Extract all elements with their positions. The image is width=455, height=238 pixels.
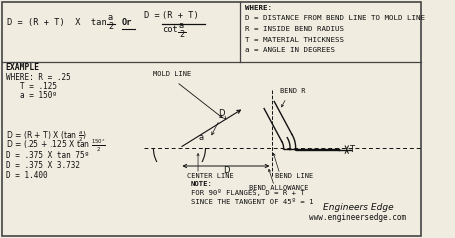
Text: (R + T): (R + T) (162, 11, 198, 20)
Text: BEND R: BEND R (280, 88, 305, 94)
Text: T: T (349, 145, 354, 154)
Text: MOLD LINE: MOLD LINE (153, 71, 192, 77)
Text: cot: cot (162, 25, 177, 34)
Text: BEND ALLOWANCE: BEND ALLOWANCE (249, 185, 308, 191)
Text: EXAMPLE: EXAMPLE (5, 63, 40, 72)
Text: WHERE:: WHERE: (245, 5, 273, 11)
Text: D = (.25 + .125 X tan $\frac{150°}{2}$: D = (.25 + .125 X tan $\frac{150°}{2}$ (5, 138, 106, 154)
Text: WHERE: R = .25: WHERE: R = .25 (5, 73, 71, 82)
Text: www.engineersedge.com: www.engineersedge.com (309, 213, 406, 222)
Text: Engineers Edge: Engineers Edge (323, 203, 393, 212)
Text: FOR 90º FLANGES, D = R + T: FOR 90º FLANGES, D = R + T (191, 189, 304, 196)
Text: D = (R + T)  X  tan: D = (R + T) X tan (6, 18, 106, 27)
Text: D: D (222, 166, 229, 175)
Text: a: a (108, 13, 113, 22)
Text: 2: 2 (179, 30, 185, 39)
Text: NOTE:: NOTE: (191, 181, 212, 187)
Text: T = .125: T = .125 (20, 82, 56, 91)
Text: D = 1.400: D = 1.400 (5, 171, 47, 180)
Text: a: a (198, 133, 203, 142)
Text: a = 150º: a = 150º (20, 91, 56, 100)
Text: D: D (218, 109, 224, 118)
Text: D = DISTANCE FROM BEND LINE TO MOLD LINE: D = DISTANCE FROM BEND LINE TO MOLD LINE (245, 15, 425, 21)
Text: BEND LINE: BEND LINE (275, 173, 313, 179)
Text: CENTER LINE: CENTER LINE (187, 173, 233, 179)
Text: T = MATERIAL THICKNESS: T = MATERIAL THICKNESS (245, 36, 344, 43)
Text: a: a (178, 21, 184, 30)
Text: D = (R + T) X (tan $\frac{a}{2}$): D = (R + T) X (tan $\frac{a}{2}$) (5, 129, 86, 144)
Text: D =: D = (144, 11, 160, 20)
Text: a = ANGLE IN DEGREES: a = ANGLE IN DEGREES (245, 47, 335, 53)
Text: Or: Or (122, 18, 132, 27)
Text: R = INSIDE BEND RADIUS: R = INSIDE BEND RADIUS (245, 26, 344, 32)
Text: D = .375 X 3.732: D = .375 X 3.732 (5, 161, 80, 170)
Text: SINCE THE TANGENT OF 45º = 1: SINCE THE TANGENT OF 45º = 1 (191, 199, 313, 205)
Text: D = .375 X tan 75º: D = .375 X tan 75º (5, 151, 89, 160)
Text: 2: 2 (109, 22, 114, 31)
